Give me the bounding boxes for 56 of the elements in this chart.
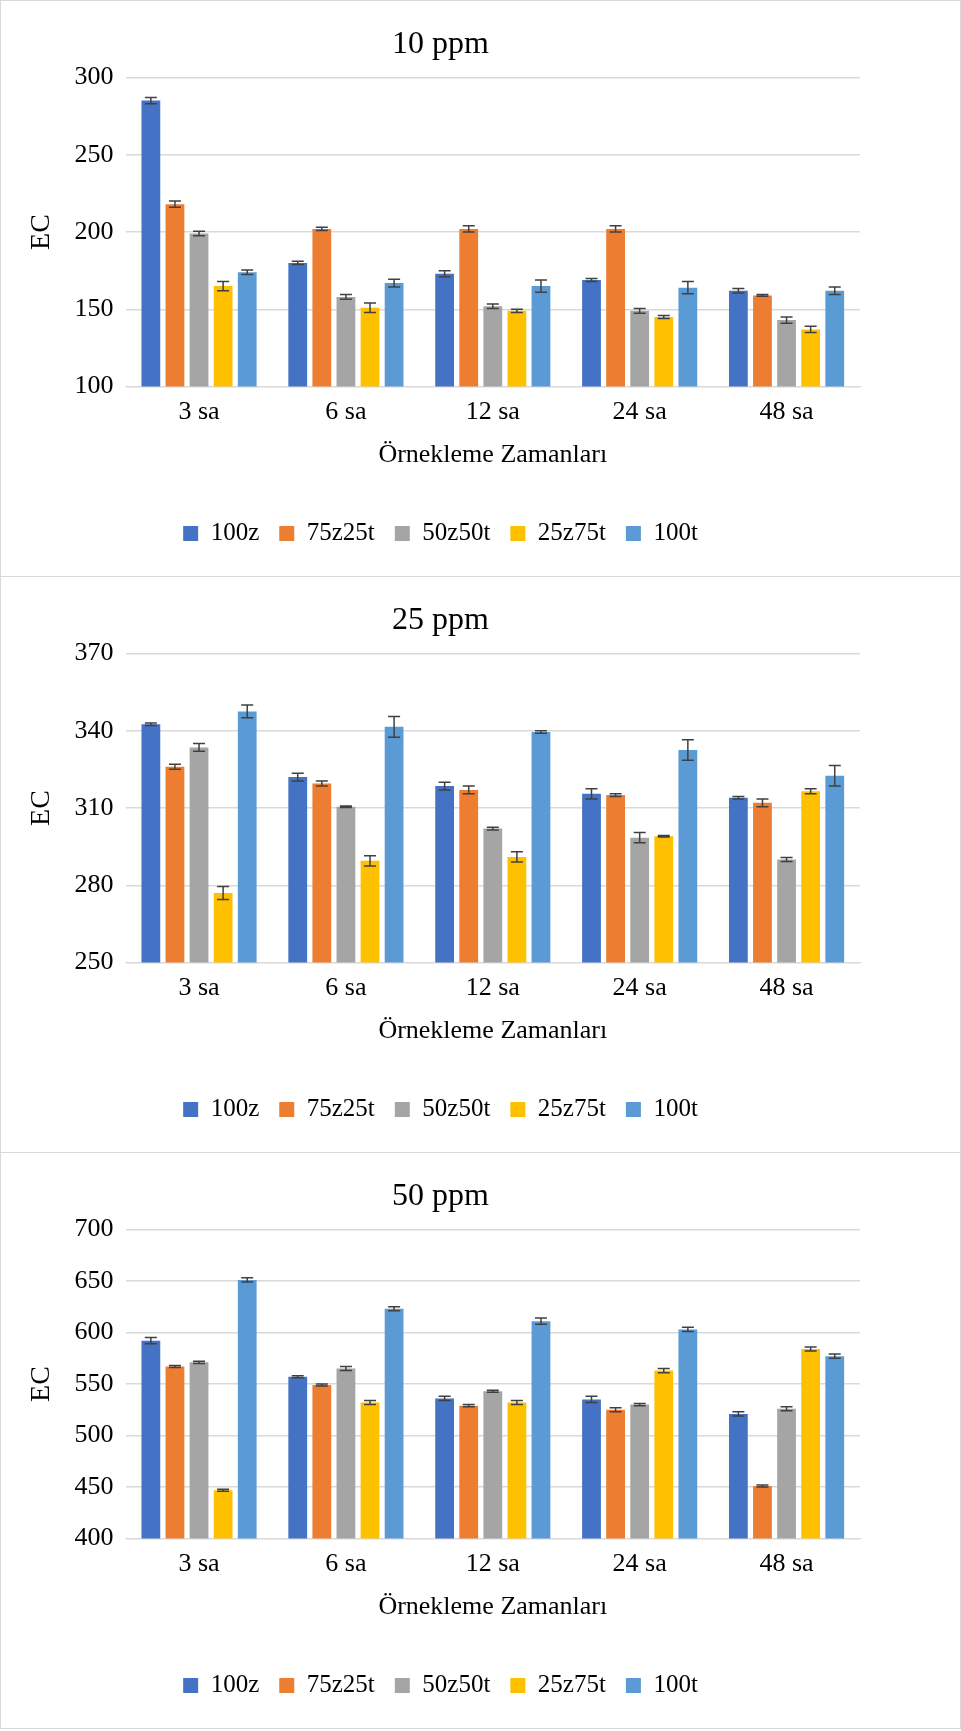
y-tick-label: 370 [74, 637, 114, 667]
legend-label: 75z25t [306, 518, 375, 546]
x-tick-label: 6 sa [325, 972, 367, 1002]
y-tick-label: 100 [74, 370, 114, 400]
x-axis-title: Örnekleme Zamanları [378, 439, 608, 469]
y-tick-label: 550 [74, 1367, 114, 1397]
legend-label: 100t [653, 1670, 698, 1698]
y-tick-label: 250 [74, 138, 114, 168]
y-tick-label: 200 [74, 215, 114, 245]
y-tick-label: 340 [74, 714, 114, 744]
y-axis-title: EC [24, 790, 56, 826]
x-tick-label: 12 sa [465, 972, 521, 1002]
x-tick-label: 6 sa [325, 1548, 367, 1578]
x-axis-title: Örnekleme Zamanları [378, 1591, 608, 1621]
x-tick-label: 12 sa [465, 396, 521, 426]
legend-label: 50z50t [422, 1094, 491, 1122]
legend-label: 100t [653, 1094, 698, 1122]
legend-label: 50z50t [422, 518, 491, 546]
legend-label: 100z [210, 518, 260, 546]
y-tick-label: 150 [74, 293, 114, 323]
y-tick-label: 280 [74, 869, 114, 899]
legend-label: 75z25t [306, 1094, 375, 1122]
chart-title: 10 ppm [392, 23, 490, 60]
legend-label: 100z [210, 1670, 260, 1698]
y-tick-label: 650 [74, 1264, 114, 1294]
y-tick-label: 450 [74, 1470, 114, 1500]
y-tick-label: 300 [74, 61, 114, 91]
y-axis-title: EC [24, 214, 56, 250]
x-tick-label: 6 sa [325, 396, 367, 426]
x-tick-label: 3 sa [178, 396, 221, 426]
x-tick-label: 12 sa [465, 1548, 521, 1578]
x-axis-title: Örnekleme Zamanları [378, 1015, 608, 1045]
chart-title: 25 ppm [392, 599, 490, 636]
y-axis-title: EC [24, 1366, 56, 1402]
y-tick-label: 400 [74, 1522, 114, 1552]
legend-label: 50z50t [422, 1670, 491, 1698]
x-tick-label: 3 sa [178, 1548, 221, 1578]
legend-label: 100z [210, 1094, 260, 1122]
x-tick-label: 48 sa [759, 396, 815, 426]
x-tick-label: 24 sa [612, 972, 668, 1002]
y-tick-label: 700 [74, 1213, 114, 1243]
y-tick-label: 600 [74, 1316, 114, 1346]
x-tick-label: 48 sa [759, 1548, 815, 1578]
x-tick-label: 24 sa [612, 1548, 668, 1578]
legend-label: 25z75t [537, 518, 606, 546]
legend-label: 25z75t [537, 1670, 606, 1698]
chart-title: 50 ppm [392, 1175, 490, 1212]
y-tick-label: 310 [74, 791, 114, 821]
legend-label: 75z25t [306, 1670, 375, 1698]
x-tick-label: 3 sa [178, 972, 221, 1002]
x-tick-label: 48 sa [759, 972, 815, 1002]
legend-label: 100t [653, 518, 698, 546]
y-tick-label: 250 [74, 946, 114, 976]
legend-label: 25z75t [537, 1094, 606, 1122]
x-tick-label: 24 sa [612, 396, 668, 426]
y-tick-label: 500 [74, 1419, 114, 1449]
